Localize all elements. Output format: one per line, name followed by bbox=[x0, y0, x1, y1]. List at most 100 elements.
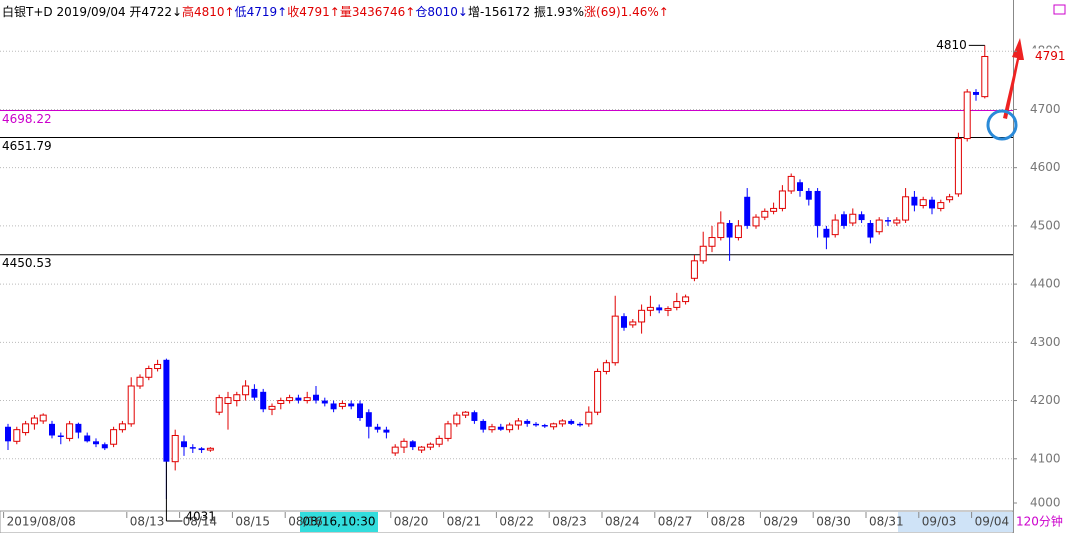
candle-body bbox=[929, 199, 935, 209]
x-tick-label: 08/22 bbox=[499, 515, 534, 529]
candle-body bbox=[664, 308, 672, 311]
candle-body bbox=[127, 385, 135, 425]
candle-body bbox=[585, 411, 593, 425]
candle-body bbox=[348, 403, 355, 407]
candle-body bbox=[770, 207, 778, 212]
annotation-arrow bbox=[1003, 38, 1024, 119]
candle-body bbox=[224, 397, 232, 404]
header-field: 低4719↑ bbox=[235, 5, 288, 19]
header-field: 仓8010↓ bbox=[415, 5, 468, 19]
candle-body bbox=[841, 214, 847, 226]
plot: 4698.22 4651.79 4450.53 4810 4031 bbox=[0, 38, 1013, 523]
x-tick-label: 08/27 bbox=[658, 515, 693, 529]
candle-body bbox=[435, 437, 443, 445]
candle-body bbox=[778, 190, 786, 209]
candle-body bbox=[453, 414, 461, 425]
candle-body bbox=[49, 423, 55, 436]
candle-body bbox=[154, 363, 162, 370]
candle-body bbox=[471, 412, 478, 421]
candle-body bbox=[744, 196, 751, 226]
y-tick-label: 4100 bbox=[1030, 451, 1061, 465]
candle-body bbox=[136, 376, 144, 387]
candle-body bbox=[911, 196, 918, 206]
reference-label: 4651.79 bbox=[2, 139, 52, 153]
window-icon[interactable] bbox=[1053, 4, 1066, 15]
candle-body bbox=[66, 423, 74, 439]
candle-body bbox=[313, 394, 319, 401]
header-field: 量3436746↑ bbox=[340, 5, 416, 19]
y-tick-label: 4000 bbox=[1030, 496, 1061, 510]
candle-body bbox=[814, 190, 821, 226]
candle-body bbox=[84, 435, 91, 442]
candle-body bbox=[13, 429, 21, 442]
candle-body bbox=[93, 441, 99, 445]
candle-body bbox=[110, 429, 118, 445]
header-field: 白银T+D 2019/09/04 开4722↓ bbox=[2, 4, 182, 19]
candle-body bbox=[189, 447, 196, 449]
candle-body bbox=[506, 424, 514, 431]
candle-body bbox=[805, 190, 812, 200]
candle-body bbox=[867, 222, 874, 238]
candle-body bbox=[171, 434, 179, 463]
candle-body bbox=[621, 316, 627, 328]
annotation-circle bbox=[986, 109, 1018, 141]
candle-body bbox=[444, 423, 452, 439]
candle-body bbox=[568, 420, 575, 424]
candle-body bbox=[295, 397, 302, 401]
candle-body bbox=[206, 447, 214, 451]
candle-body bbox=[823, 228, 830, 238]
y-tick-label: 4400 bbox=[1030, 277, 1061, 291]
candle-body bbox=[533, 423, 539, 426]
candle-body bbox=[400, 440, 408, 448]
candle-body bbox=[242, 385, 250, 396]
candle-body bbox=[426, 443, 434, 448]
high-mark-label: 4810 bbox=[936, 38, 967, 52]
last-price-label: 4791 bbox=[1035, 49, 1066, 63]
candle-body bbox=[937, 202, 945, 209]
candle-body bbox=[577, 423, 583, 426]
x-tick-label: 2019/08/08 bbox=[7, 515, 76, 529]
y-tick-label: 4600 bbox=[1030, 160, 1061, 174]
candle-body bbox=[488, 426, 496, 431]
candle-body bbox=[233, 394, 241, 402]
candle-body bbox=[514, 420, 522, 426]
candle-body bbox=[673, 301, 681, 308]
candle-body bbox=[656, 307, 663, 311]
x-tick-label: 08/20 bbox=[394, 515, 429, 529]
reference-label: 4698.22 bbox=[2, 112, 52, 126]
y-tick-label: 4700 bbox=[1030, 102, 1061, 116]
x-tick-label: 08/21 bbox=[447, 515, 482, 529]
candle-body bbox=[321, 400, 328, 404]
candle-body bbox=[981, 55, 989, 98]
candle-body bbox=[946, 196, 954, 201]
candle-body bbox=[251, 388, 258, 398]
candle-body bbox=[761, 210, 769, 218]
candle-body bbox=[57, 435, 64, 437]
candle-body bbox=[75, 423, 82, 433]
candle-body bbox=[550, 423, 558, 428]
candle-body bbox=[919, 199, 927, 207]
header: 白银T+D 2019/09/04 开4722↓高4810↑低4719↑收4791… bbox=[2, 4, 669, 19]
candle-body bbox=[5, 426, 11, 442]
x-tick-label: 08/31 bbox=[869, 515, 904, 529]
candle-body bbox=[682, 296, 690, 303]
candle-body bbox=[646, 306, 654, 311]
x-tick-label: 09/04 bbox=[975, 515, 1010, 529]
candle-body bbox=[831, 219, 839, 236]
x-tick-label: 08/29 bbox=[763, 515, 798, 529]
candle-body bbox=[752, 216, 760, 227]
candle-body bbox=[690, 260, 698, 279]
header-field: 增-156172 振1.93% bbox=[468, 5, 584, 19]
y-tick-label: 4200 bbox=[1030, 393, 1061, 407]
y-tick-label: 4500 bbox=[1030, 218, 1061, 232]
candle-body bbox=[726, 222, 733, 238]
candle-body bbox=[973, 91, 979, 95]
candle-body bbox=[629, 321, 637, 326]
header-field: 收4791↑ bbox=[287, 5, 340, 19]
candle-body bbox=[734, 225, 742, 239]
candle-body bbox=[893, 219, 901, 224]
candle-body bbox=[858, 214, 865, 221]
candle-body bbox=[338, 402, 346, 407]
